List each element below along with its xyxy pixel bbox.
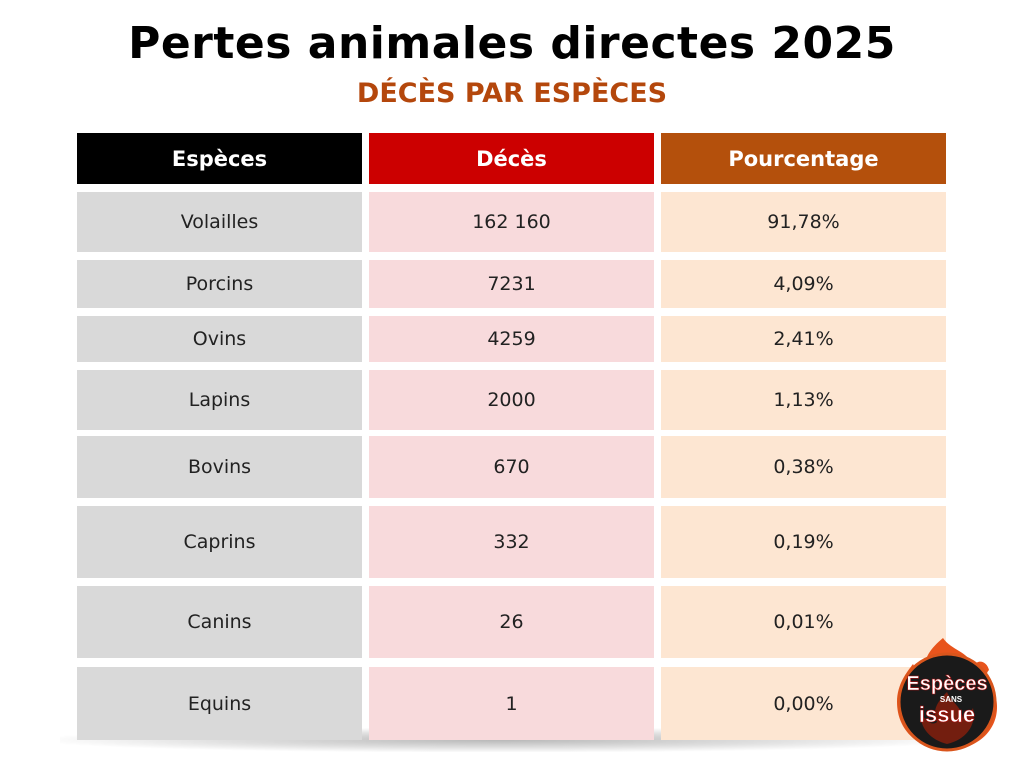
cell-percentage: 1,13% [661,370,946,430]
header-species: Espèces [77,133,362,184]
cell-deaths: 162 160 [369,192,654,252]
cell-percentage: 0,19% [661,506,946,578]
cell-species: Volailles [77,192,362,252]
page-subtitle: DÉCÈS PAR ESPÈCES [356,78,668,109]
inner-flame-icon [920,692,974,744]
logo-line-2: SANS [940,695,963,704]
cell-deaths: 2000 [369,370,654,430]
cell-deaths: 670 [369,436,654,498]
cell-percentage: 0,01% [661,586,946,658]
cell-percentage: 4,09% [661,260,946,308]
cell-deaths: 7231 [369,260,654,308]
logo-line-1: Espèces [906,673,987,695]
logo-line-3: issue [919,702,975,727]
cell-deaths: 26 [369,586,654,658]
cell-species: Bovins [77,436,362,498]
cell-species: Lapins [77,370,362,430]
cell-species: Porcins [77,260,362,308]
header-deaths: Décès [369,133,654,184]
cell-percentage: 91,78% [661,192,946,252]
cell-species: Ovins [77,316,362,362]
page-title: Pertes animales directes 2025 [128,18,896,69]
cell-deaths: 1 [369,667,654,740]
cell-species: Canins [77,586,362,658]
cell-percentage: 2,41% [661,316,946,362]
cell-deaths: 332 [369,506,654,578]
header-percentage: Pourcentage [661,133,946,184]
cell-species: Equins [77,667,362,740]
cell-species: Caprins [77,506,362,578]
especes-sans-issue-logo: Espèces SANS issue [897,638,998,752]
cell-deaths: 4259 [369,316,654,362]
cell-percentage: 0,38% [661,436,946,498]
